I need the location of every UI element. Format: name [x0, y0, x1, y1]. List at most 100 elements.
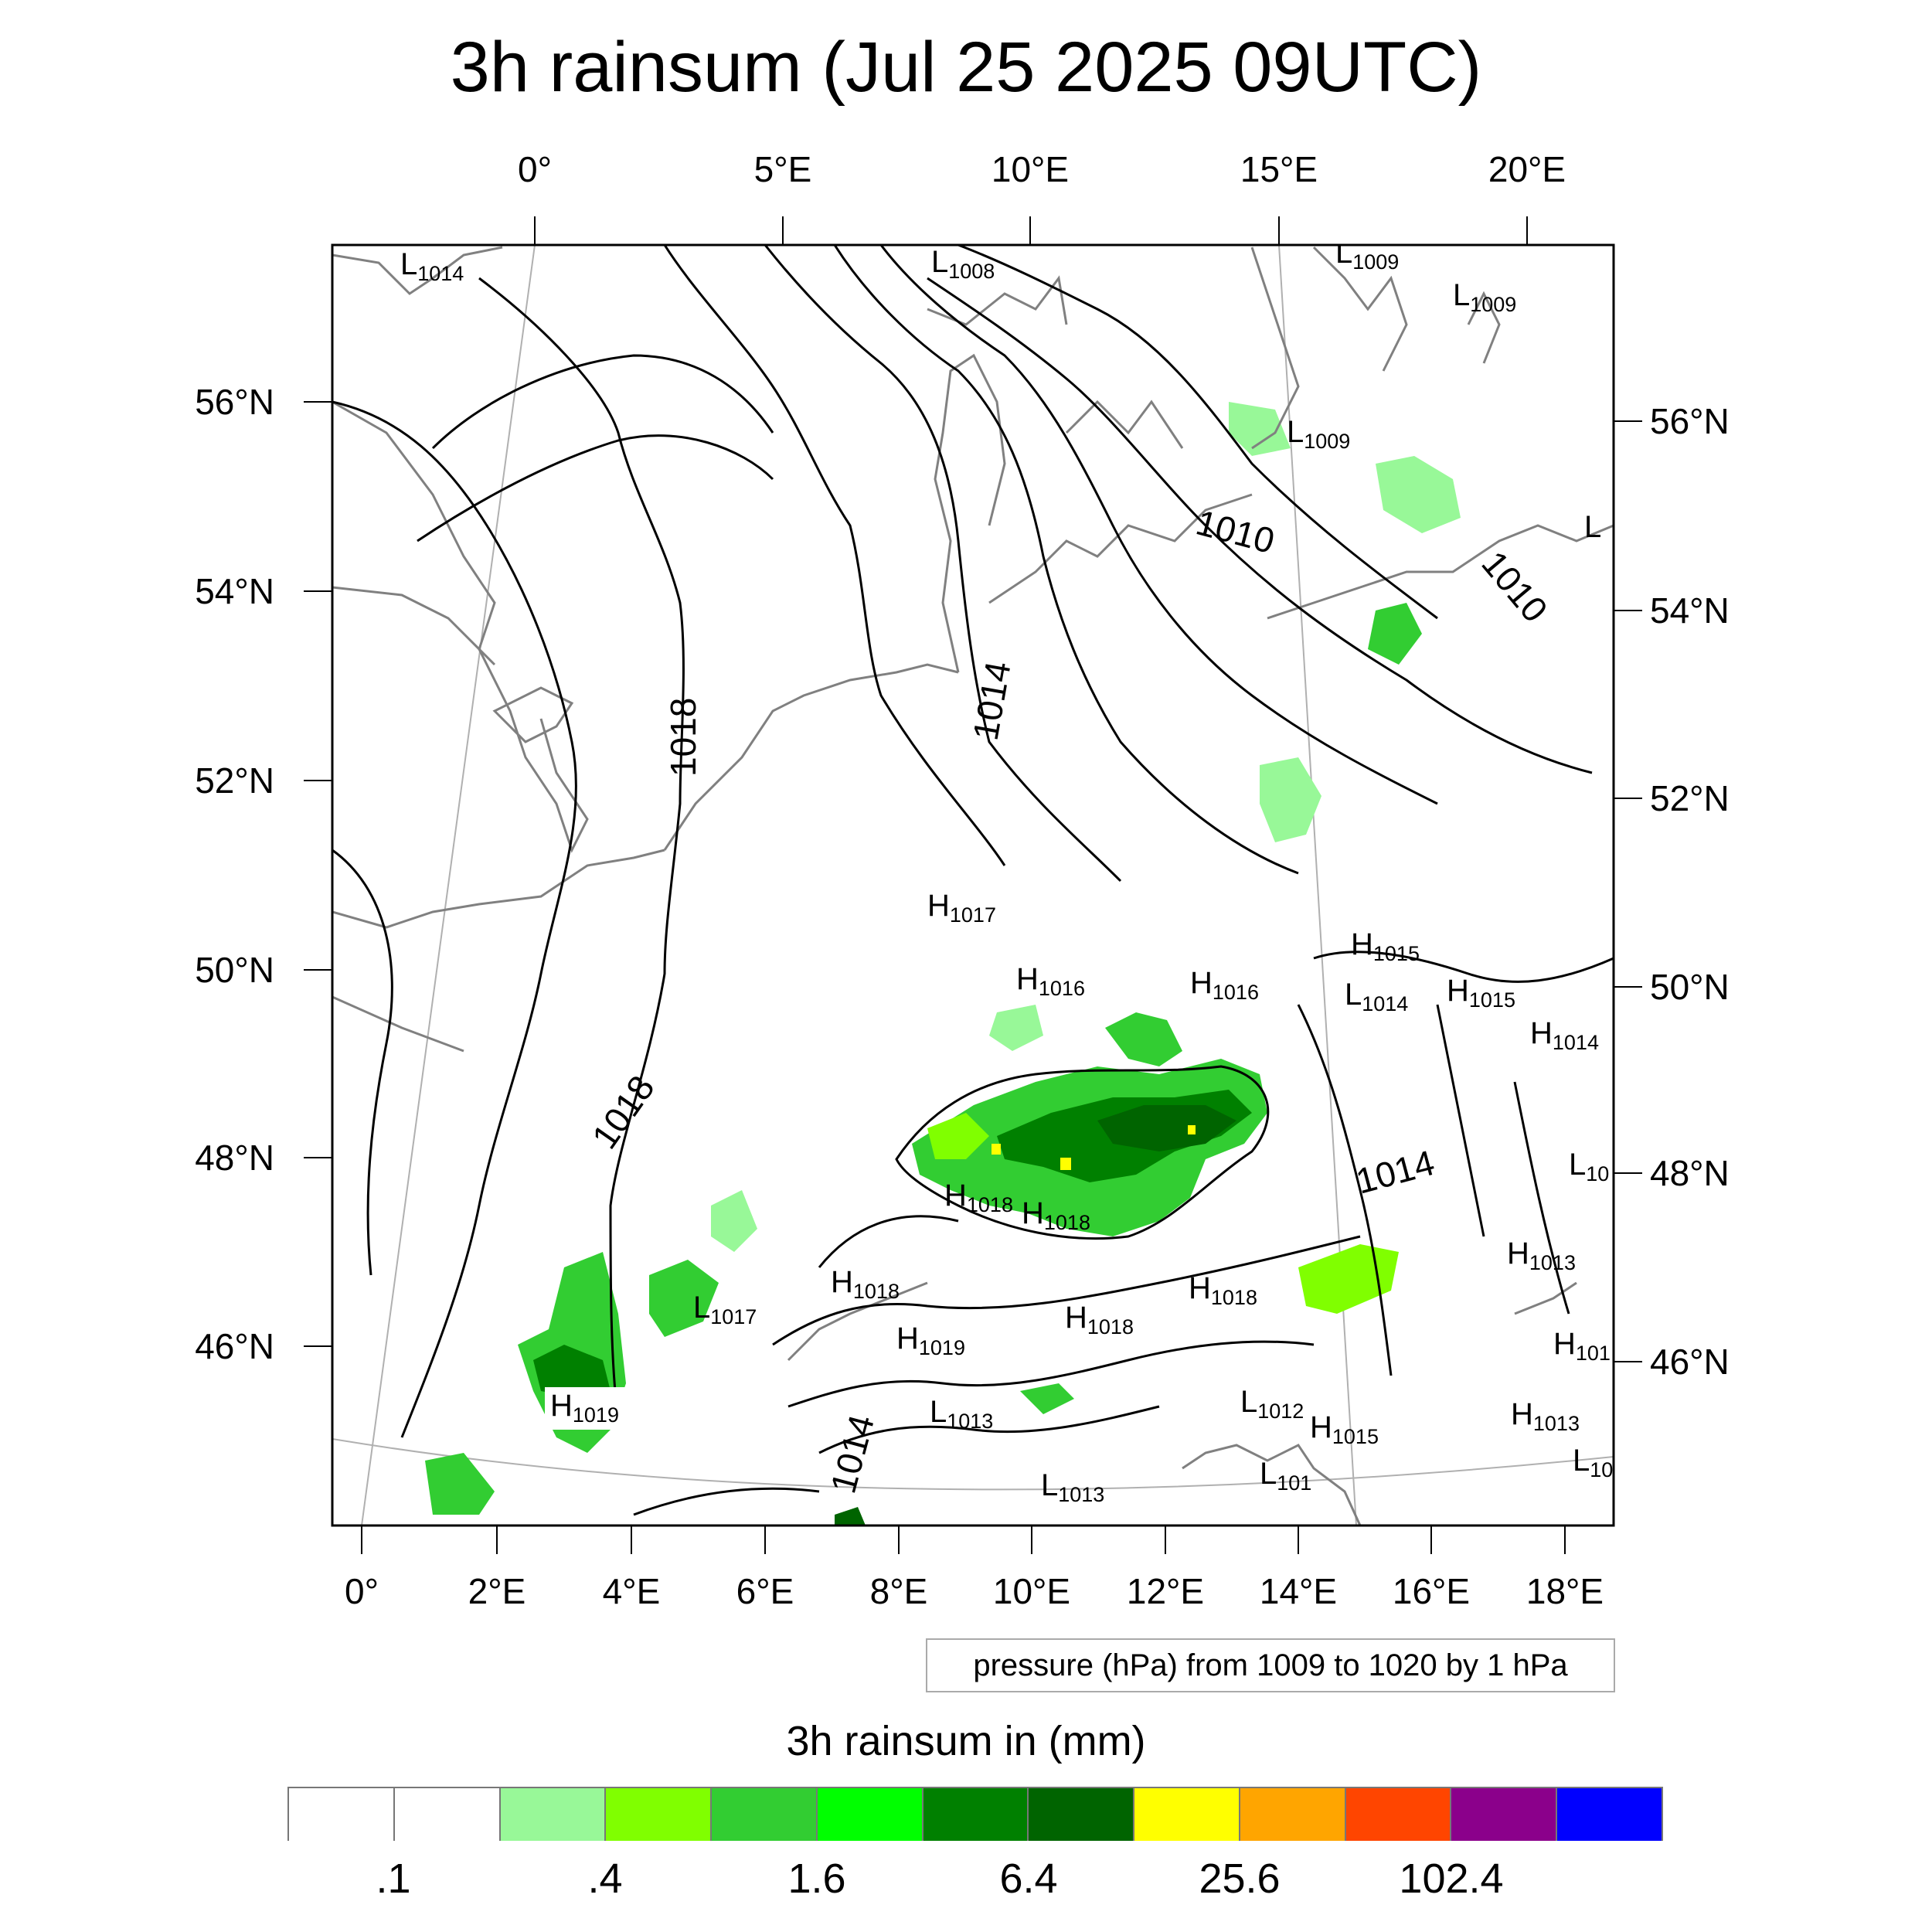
lon-label: 8°E	[870, 1571, 928, 1611]
rain-cell-north-2	[989, 1005, 1043, 1051]
rain-southwest	[425, 1453, 495, 1515]
low-center: L1009	[1453, 278, 1516, 316]
low-center: L1012	[1240, 1385, 1304, 1423]
colorbar-swatch	[287, 1788, 395, 1841]
lon-label: 14°E	[1260, 1571, 1337, 1611]
lon-label: 0°	[345, 1571, 379, 1611]
colorbar-swatch	[500, 1788, 607, 1841]
high-center: H1018	[944, 1179, 1013, 1216]
colorbar-swatch	[1557, 1788, 1663, 1841]
high-center: H1016	[1190, 966, 1259, 1004]
high-center: H1015	[1447, 974, 1515, 1012]
colorbar-swatch	[1134, 1788, 1240, 1841]
high-center: H101	[1553, 1327, 1611, 1365]
lat-label: 48°N	[1650, 1153, 1730, 1193]
lon-label: 10°E	[993, 1571, 1070, 1611]
colorbar-swatch	[1029, 1788, 1135, 1841]
colorbar-swatch	[394, 1788, 501, 1841]
pressure-centers: L1014 L1008 L1009 L1009 L1009 L H1017 H1…	[400, 245, 1613, 1506]
lat-label: 54°N	[195, 571, 274, 611]
high-center: H1019	[550, 1389, 619, 1427]
high-center: H1017	[927, 889, 996, 927]
isobars	[332, 245, 1614, 1516]
left-lat-labels: 56°N 54°N 52°N 50°N 48°N 46°N	[195, 382, 274, 1366]
colorbar-label: 6.4	[999, 1855, 1058, 1902]
contour-info-box: pressure (hPa) from 1009 to 1020 by 1 hP…	[926, 1638, 1615, 1692]
lon-label: 18°E	[1526, 1571, 1604, 1611]
lat-label: 52°N	[195, 760, 274, 801]
lat-label: 46°N	[1650, 1342, 1730, 1382]
colorbar-title: 3h rainsum in (mm)	[786, 1718, 1146, 1764]
isobar-label: 1018	[663, 698, 703, 777]
low-center: L1014	[1345, 978, 1408, 1015]
rain-west-3	[711, 1190, 757, 1252]
high-center: H1018	[1022, 1196, 1090, 1234]
colorbar-swatch	[712, 1788, 818, 1841]
ticks	[304, 216, 1642, 1554]
map-title: 3h rainsum (Jul 25 2025 09UTC)	[450, 28, 1482, 107]
map-border	[331, 243, 1615, 1527]
rain-alps	[1020, 1383, 1074, 1414]
rain-south	[835, 1507, 866, 1526]
rain-band-heavy	[1097, 1105, 1236, 1151]
colorbar-swatch	[1451, 1788, 1558, 1841]
low-center: L1013	[930, 1395, 993, 1433]
low-center: L1008	[931, 245, 995, 283]
low-center: L10	[1573, 1444, 1613, 1481]
lon-label: 20°E	[1488, 149, 1566, 189]
rain-cell-north-1	[1105, 1012, 1182, 1066]
low-center: L	[1584, 510, 1601, 544]
lon-label: 16°E	[1393, 1571, 1470, 1611]
colorbar-swatch	[1240, 1788, 1346, 1841]
colorbar-label: .1	[376, 1855, 411, 1902]
high-center: H1016	[1016, 962, 1085, 1000]
lon-label: 6°E	[736, 1571, 794, 1611]
rain-max-1	[992, 1144, 1001, 1155]
coastlines	[332, 246, 1614, 1526]
high-center: H1019	[896, 1321, 965, 1359]
lon-label: 4°E	[603, 1571, 661, 1611]
top-lon-labels: 0° 5°E 10°E 15°E 20°E	[518, 149, 1566, 189]
colorbar-label: 1.6	[787, 1855, 846, 1902]
rain-cell-east-4	[1229, 402, 1291, 456]
rain-max-2	[1060, 1158, 1071, 1170]
rain-max-3	[1188, 1125, 1196, 1134]
high-center: H1013	[1507, 1236, 1576, 1274]
colorbar-swatch	[923, 1788, 1029, 1841]
high-center: H1018	[831, 1265, 900, 1303]
low-center: L1009	[1287, 415, 1350, 453]
graticule	[332, 245, 1614, 1526]
lat-label: 48°N	[195, 1138, 274, 1178]
lat-label: 50°N	[195, 950, 274, 990]
colorbar-swatch	[817, 1788, 923, 1841]
map-area	[332, 245, 1614, 1526]
lon-label: 0°	[518, 149, 552, 189]
colorbar-label: 102.4	[1399, 1855, 1504, 1902]
high-center: H1015	[1310, 1410, 1379, 1448]
high-center: H1013	[1511, 1397, 1580, 1435]
high-center: H1015	[1351, 927, 1420, 965]
lon-label: 5°E	[754, 149, 812, 189]
high-center: H1018	[1065, 1301, 1134, 1338]
low-center: L10	[1569, 1148, 1609, 1185]
lat-label: 56°N	[195, 382, 274, 422]
low-center: L1013	[1041, 1468, 1104, 1506]
lat-label: 46°N	[195, 1326, 274, 1366]
high-center: H1018	[1189, 1271, 1257, 1309]
lat-label: 54°N	[1650, 590, 1730, 631]
lon-label: 2°E	[468, 1571, 526, 1611]
rain-west-core	[533, 1345, 611, 1399]
lon-label: 15°E	[1240, 149, 1318, 189]
low-center: L1014	[400, 247, 464, 285]
low-center: L101	[1260, 1457, 1311, 1495]
colorbar	[287, 1787, 1663, 1841]
rain-areas	[425, 402, 1461, 1526]
rain-cell-southeast	[1298, 1244, 1399, 1314]
colorbar-label: .4	[587, 1855, 623, 1902]
right-lat-labels: 56°N 54°N 52°N 50°N 48°N 46°N	[1650, 401, 1730, 1382]
lon-label: 12°E	[1127, 1571, 1204, 1611]
rain-cell-east-1	[1376, 456, 1461, 533]
rain-band-edge	[927, 1113, 989, 1159]
lat-label: 50°N	[1650, 967, 1730, 1007]
